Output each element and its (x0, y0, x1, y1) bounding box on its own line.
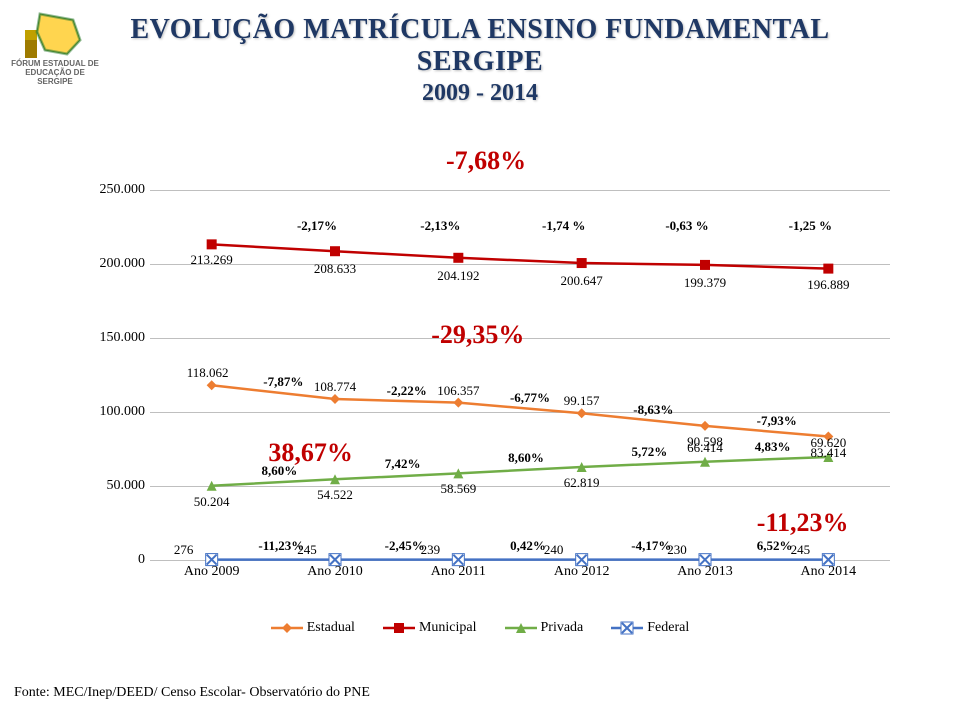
marker-municipal (577, 258, 587, 268)
value-privada: 54.522 (317, 487, 353, 503)
x-tick-label: Ano 2011 (431, 564, 486, 580)
marker-estadual (207, 380, 217, 390)
value-municipal: 208.633 (314, 261, 356, 277)
value-municipal: 204.192 (437, 268, 479, 284)
marker-municipal (700, 260, 710, 270)
source-footer: Fonte: MEC/Inep/DEED/ Censo Escolar- Obs… (14, 685, 370, 701)
marker-municipal (823, 264, 833, 274)
x-tick-label: Ano 2013 (677, 564, 733, 580)
value-privada: 66.414 (687, 440, 723, 456)
pct-privada: 5,72% (631, 444, 667, 460)
title-line2: SERGIPE (0, 46, 960, 78)
pct-estadual: -2,22% (387, 383, 427, 399)
pct-federal: 6,52% (757, 538, 793, 554)
value-federal: 245 (791, 542, 811, 558)
y-tick-label: 250.000 (90, 182, 145, 198)
value-estadual: 118.062 (187, 365, 229, 381)
summary-annotation: -11,23% (757, 508, 849, 538)
marker-estadual (700, 421, 710, 431)
value-privada: 58.569 (440, 481, 476, 497)
pct-estadual: -8,63% (633, 402, 673, 418)
y-tick-label: 100.000 (90, 404, 145, 420)
pct-estadual: -7,87% (263, 374, 303, 390)
pct-privada: 7,42% (385, 456, 421, 472)
value-municipal: 213.269 (191, 252, 233, 268)
title-line1: EVOLUÇÃO MATRÍCULA ENSINO FUNDAMENTAL (0, 14, 960, 46)
value-privada: 69.620 (810, 435, 846, 451)
pct-federal: -11,23% (258, 538, 304, 554)
value-municipal: 196.889 (807, 277, 849, 293)
value-privada: 62.819 (564, 475, 600, 491)
x-tick-label: Ano 2009 (184, 564, 240, 580)
chart-legend: Estadual Municipal Privada Federal (0, 620, 960, 636)
marker-estadual (453, 398, 463, 408)
marker-municipal (330, 246, 340, 256)
title-block: EVOLUÇÃO MATRÍCULA ENSINO FUNDAMENTAL SE… (0, 14, 960, 107)
legend-label: Federal (647, 620, 689, 635)
value-municipal: 199.379 (684, 275, 726, 291)
pct-municipal: -1,25 % (789, 218, 832, 234)
value-estadual: 106.357 (437, 383, 479, 399)
plot-area: 050.000100.000150.000200.000250.000213.2… (150, 190, 890, 560)
pct-federal: 0,42% (510, 538, 546, 554)
x-tick-label: Ano 2010 (307, 564, 363, 580)
value-privada: 50.204 (194, 494, 230, 510)
pct-municipal: -1,74 % (542, 218, 585, 234)
legend-item: Estadual (271, 620, 355, 635)
value-estadual: 99.157 (564, 393, 600, 409)
summary-annotation: 38,67% (268, 438, 353, 468)
pct-privada: 4,83% (755, 439, 791, 455)
legend-item: Municipal (383, 620, 477, 635)
y-tick-label: 150.000 (90, 330, 145, 346)
value-estadual: 108.774 (314, 379, 356, 395)
value-federal: 276 (174, 542, 194, 558)
pct-estadual: -7,93% (757, 413, 797, 429)
pct-municipal: -2,17% (297, 218, 337, 234)
series-svg (150, 190, 890, 560)
value-municipal: 200.647 (561, 273, 603, 289)
pct-municipal: -0,63 % (665, 218, 708, 234)
legend-label: Estadual (307, 620, 355, 635)
x-tick-label: Ano 2012 (554, 564, 610, 580)
summary-annotation: -7,68% (446, 146, 526, 176)
legend-item: Federal (611, 620, 689, 635)
y-tick-label: 0 (90, 552, 145, 568)
legend-label: Privada (541, 620, 584, 635)
legend-item: Privada (505, 620, 584, 635)
legend-label: Municipal (419, 620, 477, 635)
y-tick-label: 50.000 (90, 478, 145, 494)
pct-estadual: -6,77% (510, 390, 550, 406)
series-line-municipal (212, 244, 829, 268)
summary-annotation: -29,35% (431, 320, 524, 350)
chart-area: 050.000100.000150.000200.000250.000213.2… (90, 190, 910, 590)
title-years: 2009 - 2014 (0, 80, 960, 107)
x-tick-label: Ano 2014 (801, 564, 857, 580)
marker-estadual (330, 394, 340, 404)
pct-municipal: -2,13% (420, 218, 460, 234)
pct-privada: 8,60% (508, 450, 544, 466)
marker-estadual (577, 408, 587, 418)
y-tick-label: 200.000 (90, 256, 145, 272)
pct-federal: -4,17% (631, 538, 671, 554)
value-federal: 240 (544, 542, 564, 558)
pct-federal: -2,45% (385, 538, 425, 554)
marker-municipal (207, 239, 217, 249)
marker-municipal (453, 253, 463, 263)
